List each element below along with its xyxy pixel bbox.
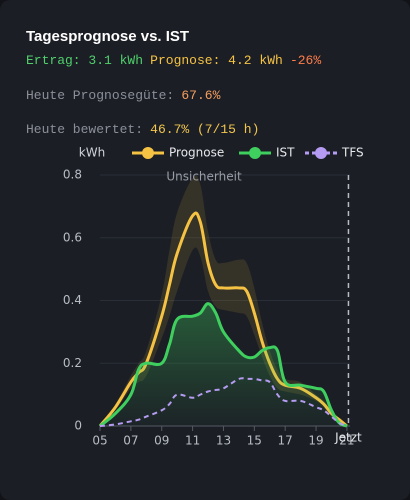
- x-tick-label: 07: [123, 434, 138, 448]
- x-tick-label: 15: [247, 434, 262, 448]
- legend-marker: [315, 147, 327, 159]
- legend-marker: [249, 147, 261, 159]
- header-line: Heute bewertet: 46.7% (7/15 h): [26, 122, 267, 137]
- header-text: 67.6%: [181, 88, 221, 103]
- y-tick-label: 0: [74, 419, 82, 433]
- series-line: [99, 302, 348, 428]
- area: [100, 303, 347, 426]
- header-line: Heute Prognosegüte: 67.6%: [26, 88, 228, 103]
- header-text: Prognose: 4.2 kWh: [150, 53, 283, 68]
- x-tick-label: 09: [154, 434, 169, 448]
- chart-title: Tagesprognose vs. IST: [26, 28, 190, 45]
- legend-label: Prognose: [169, 146, 224, 160]
- now-label: Jetzt: [334, 431, 362, 445]
- x-tick-label: 19: [308, 434, 323, 448]
- header-line: Ertrag: 3.1 kWh Prognose: 4.2 kWh -26%: [26, 53, 328, 68]
- y-tick-label: 0.4: [63, 293, 82, 307]
- x-tick-label: 17: [278, 434, 293, 448]
- header-text: Heute bewertet:: [26, 122, 144, 137]
- x-tick-label: 21: [339, 434, 354, 448]
- header-text: Heute Prognosegüte:: [26, 88, 175, 103]
- x-tick-label: 13: [216, 434, 231, 448]
- y-axis-label: kWh: [79, 146, 105, 160]
- legend-label: IST: [276, 146, 295, 160]
- header-text: -26%: [289, 53, 322, 68]
- y-tick-label: 0.8: [63, 168, 82, 182]
- header-text: Ertrag: 3.1 kWh: [26, 53, 144, 68]
- header-text: 46.7% (7/15 h): [150, 122, 260, 137]
- series-line: [99, 377, 348, 427]
- legend-marker: [142, 147, 154, 159]
- legend-label: TFS: [341, 146, 364, 160]
- x-tick-label: 11: [185, 434, 200, 448]
- y-tick-label: 0.2: [63, 356, 82, 370]
- uncertainty-band: [100, 175, 347, 426]
- y-tick-label: 0.6: [63, 230, 82, 244]
- x-tick-label: 05: [92, 434, 107, 448]
- annotation: Unsicherheit: [166, 170, 242, 184]
